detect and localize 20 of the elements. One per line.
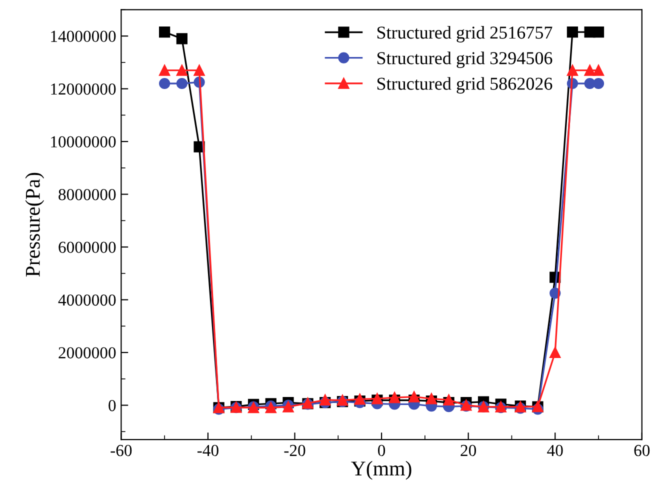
x-tick-label: 40 [547, 444, 563, 456]
x-tick-label: -40 [197, 444, 218, 456]
y-tick-label: 6000000 [58, 242, 116, 253]
legend-label: Structured grid 3294506 [377, 52, 552, 68]
legend-label: Structured grid 2516757 [377, 26, 552, 42]
y-tick-label: 2000000 [58, 347, 116, 358]
x-axis-title: Y(mm) [351, 460, 412, 480]
y-tick-label: 4000000 [58, 294, 116, 306]
y-tick-label: 12000000 [51, 83, 116, 95]
x-tick-label: 60 [634, 444, 650, 456]
y-tick-label: 10000000 [51, 136, 116, 148]
x-tick-label: -20 [284, 444, 306, 456]
x-tick-label: -60 [110, 444, 132, 456]
x-tick-label: 20 [460, 444, 476, 456]
x-tick-label: 0 [378, 444, 386, 456]
y-tick-label: 0 [108, 400, 116, 412]
y-tick-label: 14000000 [51, 30, 116, 42]
y-axis-title: Pressure(Pa) [25, 172, 44, 277]
legend-label: Structured grid 5862026 [377, 77, 552, 94]
y-tick-label: 8000000 [58, 188, 116, 200]
